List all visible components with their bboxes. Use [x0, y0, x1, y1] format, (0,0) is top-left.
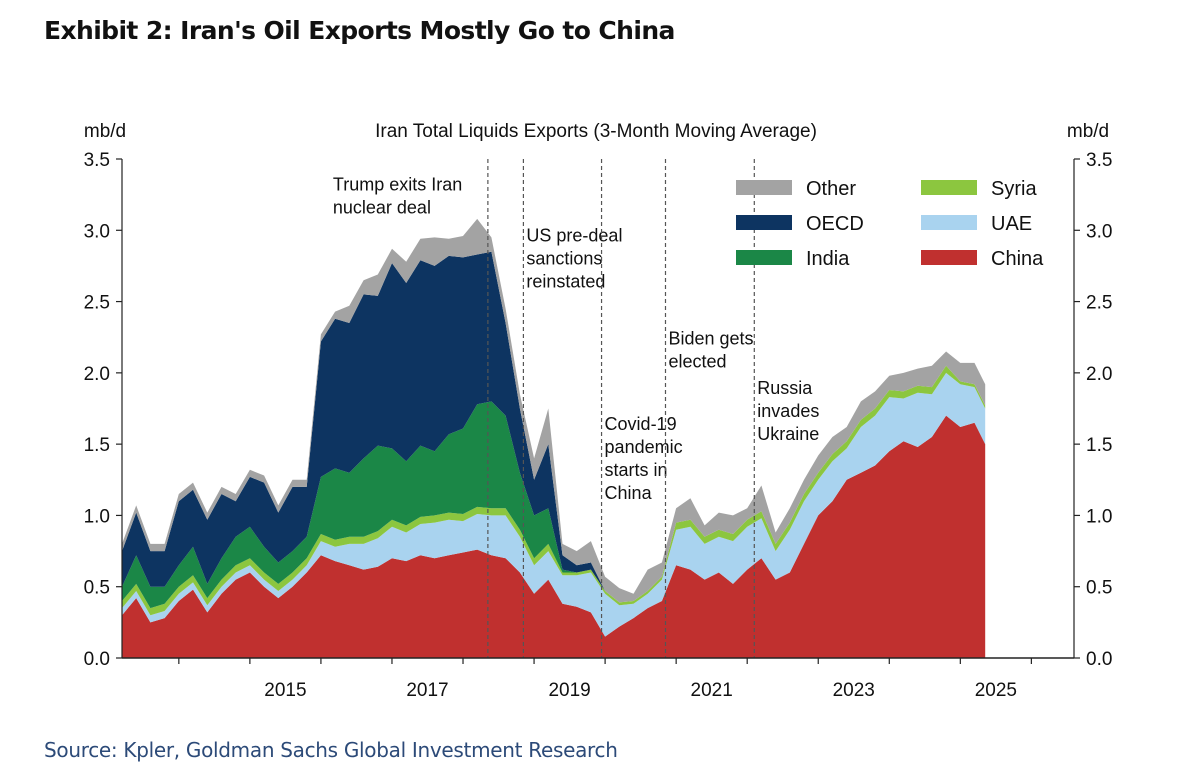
event-label-1-line-2: nuclear deal — [333, 197, 431, 217]
legend-label-syria: Syria — [991, 178, 1037, 200]
y-tick-label-left: 1.0 — [84, 506, 110, 527]
y-tick-label-right: 2.0 — [1086, 364, 1112, 385]
y-tick-label-right: 1.5 — [1086, 435, 1112, 456]
y-axis-label-right: mb/d — [1067, 121, 1109, 142]
x-tick-label: 2015 — [264, 680, 306, 701]
y-tick-label-right: 3.5 — [1086, 150, 1112, 171]
area-china — [122, 415, 986, 658]
y-tick-label-left: 0.0 — [84, 649, 110, 670]
legend-label-india: India — [806, 248, 850, 270]
y-tick-label-left: 1.5 — [84, 435, 110, 456]
axes: 0.0 0.0 0.5 0.5 1.0 1.0 1.5 1.5 2.0 2.0 2.5 2.5 3.0 3… — [84, 150, 1113, 701]
x-tick-label: 2025 — [975, 680, 1017, 701]
event-label-5-line-3: Ukraine — [757, 424, 819, 444]
stacked-areas — [122, 218, 986, 658]
legend-label-other: Other — [806, 178, 856, 200]
legend-swatch-syria — [921, 180, 977, 195]
legend: Other Syria OECD UAE India China — [736, 178, 1044, 270]
event-label-3-line-1: Covid-19 — [605, 414, 677, 434]
y-tick-label-left: 3.5 — [84, 150, 110, 171]
legend-swatch-uae — [921, 215, 977, 230]
legend-swatch-other — [736, 180, 792, 195]
area-other — [122, 218, 986, 603]
x-tick-label: 2019 — [548, 680, 590, 701]
area-uae — [122, 372, 986, 637]
event-label-2-line-2: sanctions — [526, 249, 602, 269]
chart-title: Iran Total Liquids Exports (3-Month Movi… — [375, 121, 817, 142]
exhibit-title: Exhibit 2: Iran's Oil Exports Mostly Go … — [44, 16, 675, 45]
area-oecd — [122, 251, 986, 603]
y-tick-label-left: 3.0 — [84, 221, 110, 242]
legend-swatch-china — [921, 250, 977, 265]
event-label-5-line-1: Russia — [757, 378, 813, 398]
event-label-4-line-1: Biden gets — [668, 328, 753, 348]
y-tick-label-right: 1.0 — [1086, 506, 1112, 527]
y-axis-label-left: mb/d — [84, 121, 126, 142]
x-tick-label: 2021 — [691, 680, 733, 701]
event-label-5-line-2: invades — [757, 401, 819, 421]
x-tick-label: 2023 — [833, 680, 875, 701]
event-label-3-line-4: China — [605, 483, 653, 503]
x-tick-label: 2017 — [406, 680, 448, 701]
legend-label-china: China — [991, 248, 1044, 270]
y-tick-label-right: 2.5 — [1086, 293, 1112, 314]
legend-label-uae: UAE — [991, 213, 1032, 235]
y-tick-label-left: 2.5 — [84, 293, 110, 314]
y-tick-label-left: 0.5 — [84, 578, 110, 599]
source-note: Source: Kpler, Goldman Sachs Global Inve… — [44, 738, 618, 762]
y-tick-label-right: 3.0 — [1086, 221, 1112, 242]
event-label-2-line-3: reinstated — [526, 272, 605, 292]
legend-swatch-india — [736, 250, 792, 265]
event-label-4-line-2: elected — [668, 351, 726, 371]
legend-label-oecd: OECD — [806, 213, 864, 235]
event-label-3-line-2: pandemic — [605, 437, 683, 457]
event-markers: Trump exits Iran nuclear deal US pre-deal s… — [333, 159, 819, 658]
y-tick-label-right: 0.5 — [1086, 578, 1112, 599]
legend-swatch-oecd — [736, 215, 792, 230]
y-tick-label-left: 2.0 — [84, 364, 110, 385]
event-label-2-line-1: US pre-deal — [526, 226, 622, 246]
event-label-1-line-1: Trump exits Iran — [333, 174, 462, 194]
event-label-3-line-3: starts in — [605, 460, 668, 480]
area-india — [122, 365, 986, 609]
y-tick-label-right: 0.0 — [1086, 649, 1112, 670]
